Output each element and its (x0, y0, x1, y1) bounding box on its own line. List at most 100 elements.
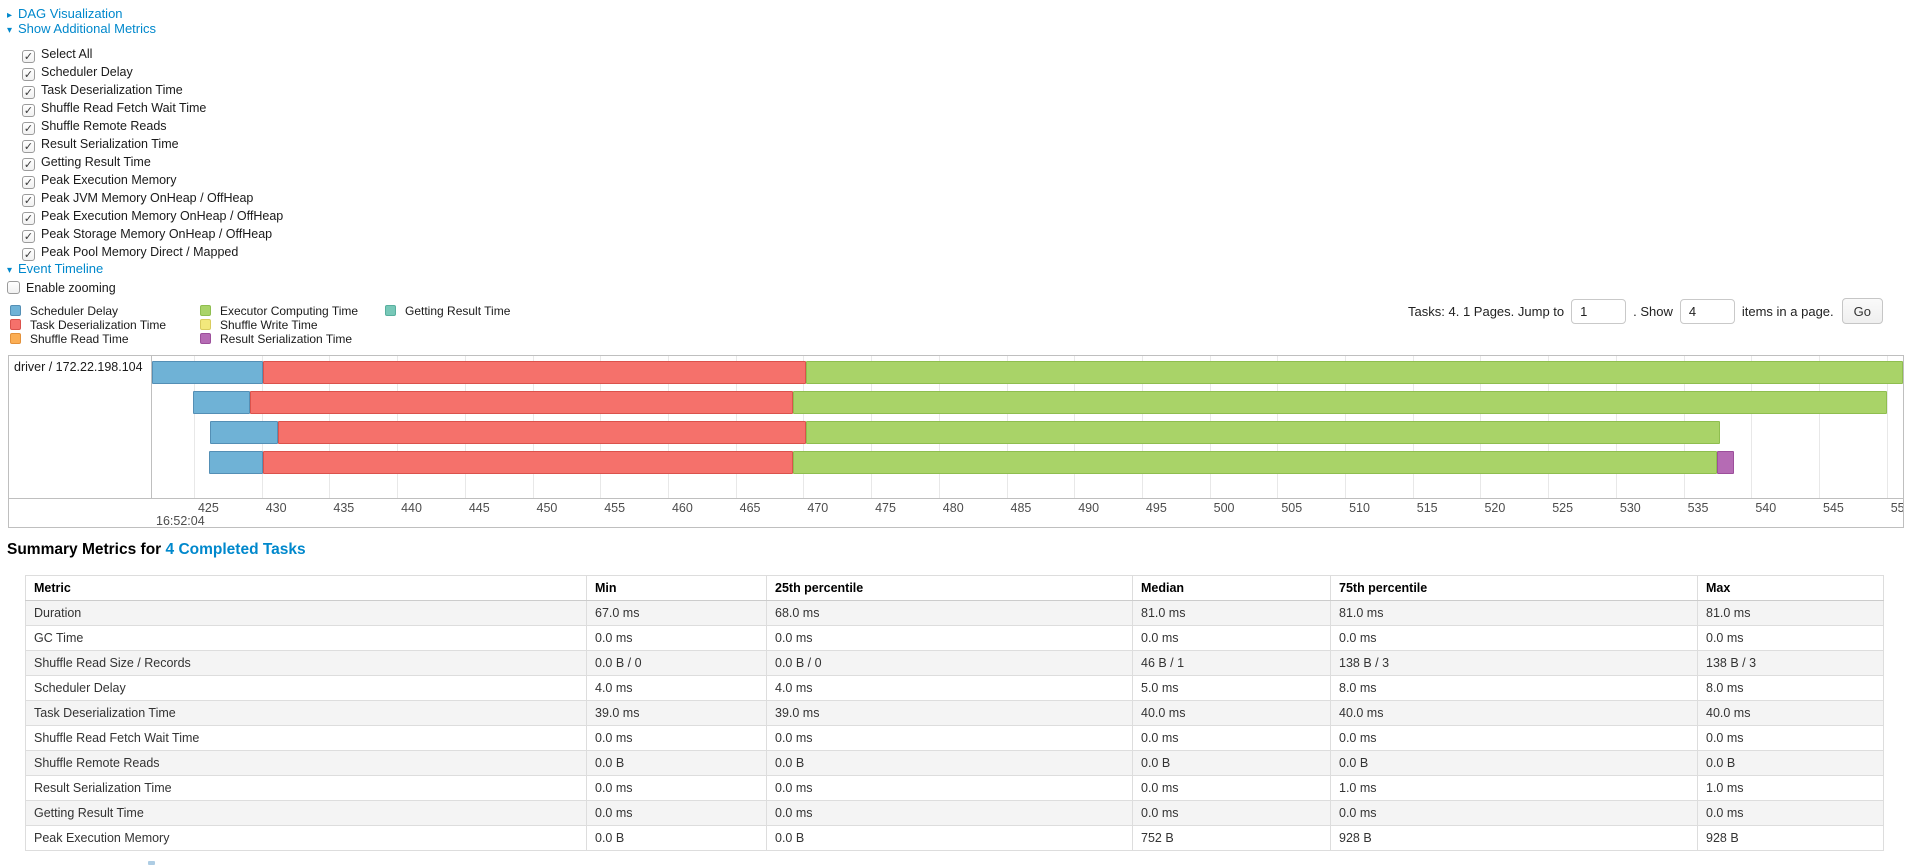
legend-label: Scheduler Delay (30, 304, 119, 318)
metric-checkbox[interactable]: ✓ (22, 194, 35, 207)
summary-metric-value: 0.0 ms (1132, 625, 1331, 651)
summary-metric-value: 1.0 ms (1697, 775, 1884, 801)
summary-metric-value: 40.0 ms (1330, 700, 1698, 726)
summary-metric-value: 0.0 ms (1330, 625, 1698, 651)
items-per-page-input[interactable] (1679, 298, 1735, 324)
summary-metric-value: 0.0 B (766, 750, 1133, 776)
dag-visualization-toggle[interactable]: ▸ DAG Visualization (7, 6, 123, 21)
show-additional-metrics-toggle[interactable]: ▾ Show Additional Metrics (7, 21, 156, 36)
summary-metric-value: 1.0 ms (1330, 775, 1698, 801)
metric-checkbox-row: ✓ Shuffle Read Fetch Wait Time (22, 99, 283, 117)
task-bar-segment-task-deserialization[interactable] (263, 361, 807, 384)
summary-metric-value: 0.0 ms (1132, 775, 1331, 801)
summary-metric-value: 0.0 ms (586, 775, 767, 801)
legend-label: Executor Computing Time (220, 304, 359, 318)
timeline-tick-label: 470 (807, 501, 829, 515)
metric-checkbox-label: Peak JVM Memory OnHeap / OffHeap (41, 191, 254, 205)
summary-metric-value: 0.0 ms (586, 800, 767, 826)
timeline-tick-label: 515 (1416, 501, 1438, 515)
metric-checkbox[interactable]: ✓ (22, 230, 35, 243)
metric-checkbox[interactable]: ✓ (22, 212, 35, 225)
metric-checkbox[interactable]: ✓ (22, 176, 35, 189)
timeline-legend-column-3: Getting Result Time (385, 304, 511, 319)
summary-metric-value: 4.0 ms (586, 675, 767, 701)
legend-swatch-icon (200, 305, 211, 316)
task-bar-segment-executor-computing[interactable] (806, 421, 1721, 444)
jump-to-page-input[interactable] (1571, 298, 1627, 324)
task-bar-segment-scheduler-delay[interactable] (152, 361, 264, 384)
summary-metric-value: 138 B / 3 (1330, 650, 1698, 676)
summary-column-header: Metric (25, 575, 587, 601)
task-bar-segment-result-serialization[interactable] (1717, 451, 1734, 474)
timeline-tick-label: 435 (333, 501, 355, 515)
timeline-tick-label: 465 (739, 501, 761, 515)
legend-swatch-icon (200, 318, 211, 330)
task-bar-segment-executor-computing[interactable] (806, 361, 1903, 384)
legend-item-getting-result: Getting Result Time (385, 304, 511, 319)
timeline-plot-area (152, 356, 1903, 498)
timeline-tick-label: 430 (265, 501, 287, 515)
legend-swatch-icon (385, 305, 396, 316)
summary-metric-value: 0.0 B / 0 (766, 650, 1133, 676)
go-button[interactable]: Go (1841, 298, 1883, 324)
summary-metric-name: Task Deserialization Time (25, 700, 587, 726)
metric-checkbox[interactable]: ✓ (22, 50, 35, 63)
metric-checkbox[interactable]: ✓ (22, 122, 35, 135)
task-bar-segment-executor-computing[interactable] (792, 391, 1887, 414)
summary-metric-value: 46 B / 1 (1132, 650, 1331, 676)
task-bar-segment-executor-computing[interactable] (792, 451, 1718, 474)
summary-metric-value: 81.0 ms (1697, 600, 1884, 626)
task-bar-segment-scheduler-delay[interactable] (192, 391, 250, 414)
summary-metric-value: 0.0 B (1132, 750, 1331, 776)
summary-metric-value: 81.0 ms (1330, 600, 1698, 626)
summary-metric-value: 67.0 ms (586, 600, 767, 626)
task-pagination: Tasks: 4. 1 Pages. Jump to . Show items … (1408, 296, 1883, 326)
task-bar-segment-scheduler-delay[interactable] (210, 421, 278, 444)
metric-checkbox-label: Result Serialization Time (41, 137, 179, 151)
show-additional-metrics-label: Show Additional Metrics (18, 21, 157, 36)
show-label: . Show (1633, 303, 1673, 319)
enable-zooming-checkbox[interactable] (7, 281, 20, 294)
summary-metric-value: 0.0 ms (1330, 725, 1698, 751)
timeline-tick-label: 510 (1349, 501, 1370, 515)
metric-checkbox[interactable]: ✓ (22, 140, 35, 153)
summary-metric-name: Duration (25, 600, 587, 626)
timeline-gridline (1886, 356, 1888, 498)
timeline-axis-labels: 16:52:04 425 430 435 440 445 450 455 460 465 470 4… (152, 499, 1903, 528)
timeline-gridline (1819, 356, 1821, 498)
summary-table-row: Getting Result Time 0.0 ms 0.0 ms 0.0 ms 0.0… (25, 800, 1884, 826)
summary-table-row: Result Serialization Time 0.0 ms 0.0 ms 0.0… (25, 775, 1884, 801)
task-bar-segment-task-deserialization[interactable] (263, 451, 793, 474)
summary-metric-name: Shuffle Read Size / Records (25, 650, 587, 676)
legend-item-shuffle-read: Shuffle Read Time (10, 332, 166, 347)
completed-tasks-link[interactable]: 4 Completed Tasks (165, 541, 306, 558)
summary-metric-name: Shuffle Read Fetch Wait Time (25, 725, 587, 751)
summary-metric-value: 752 B (1132, 825, 1331, 851)
legend-label: Getting Result Time (405, 304, 511, 318)
metric-checkbox[interactable]: ✓ (22, 248, 35, 261)
metric-checkbox[interactable]: ✓ (22, 158, 35, 171)
metric-checkbox-row: ✓ Result Serialization Time (22, 135, 283, 153)
task-bar-segment-task-deserialization[interactable] (249, 391, 793, 414)
timeline-tick-label: 450 (536, 501, 558, 515)
legend-item-scheduler-delay: Scheduler Delay (10, 304, 166, 319)
metric-checkbox-label: Shuffle Read Fetch Wait Time (41, 101, 207, 115)
legend-item-task-deserialization: Task Deserialization Time (10, 318, 166, 333)
legend-swatch-icon (200, 332, 211, 344)
task-bar-segment-task-deserialization[interactable] (277, 421, 807, 444)
summary-metric-value: 0.0 B (586, 750, 767, 776)
timeline-tick-label: 455 (604, 501, 626, 515)
summary-table-row: Shuffle Read Fetch Wait Time 0.0 ms 0.0 ms… (25, 725, 1884, 751)
event-timeline-toggle[interactable]: ▾ Event Timeline (7, 261, 103, 276)
legend-item-executor-computing: Executor Computing Time (200, 304, 359, 319)
task-bar-segment-scheduler-delay[interactable] (208, 451, 264, 474)
legend-label: Result Serialization Time (220, 331, 353, 346)
metric-checkbox-row: ✓ Peak Execution Memory OnHeap / OffHeap (22, 207, 283, 225)
summary-column-header: 75th percentile (1330, 575, 1698, 601)
timeline-tick-label: 475 (875, 501, 896, 515)
metric-checkbox[interactable]: ✓ (22, 86, 35, 99)
legend-item-result-serialization: Result Serialization Time (200, 331, 358, 347)
metric-checkbox[interactable]: ✓ (22, 104, 35, 117)
metric-checkbox[interactable]: ✓ (22, 68, 35, 81)
timeline-tick-label: 445 (468, 501, 490, 515)
